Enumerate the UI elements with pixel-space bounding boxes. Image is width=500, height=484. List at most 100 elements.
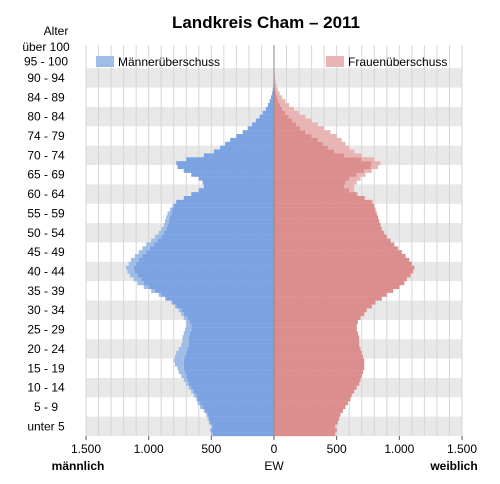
female-bar xyxy=(274,366,365,371)
male-bar xyxy=(186,350,274,355)
female-bar xyxy=(274,296,382,301)
female-bar xyxy=(274,370,363,375)
female-bar xyxy=(274,188,350,193)
male-surplus-bar xyxy=(181,343,189,348)
female-bar xyxy=(274,374,362,379)
female-bar xyxy=(274,242,395,247)
female-bar xyxy=(274,168,365,173)
female-surplus-bar xyxy=(356,172,366,177)
male-bar xyxy=(220,145,274,150)
female-bar xyxy=(274,323,357,328)
female-bar xyxy=(274,137,318,142)
male-bar xyxy=(172,300,274,305)
female-bar xyxy=(274,385,357,390)
male-bar xyxy=(171,211,274,216)
male-bar xyxy=(177,165,274,170)
male-bar xyxy=(148,285,274,290)
x-tick-label: 0 xyxy=(271,442,278,456)
male-bar xyxy=(262,110,274,115)
female-bar xyxy=(274,103,281,108)
female-bar xyxy=(274,254,406,259)
male-bar xyxy=(146,250,274,255)
female-surplus-bar xyxy=(277,95,283,100)
age-label: 95 - 100 xyxy=(24,55,68,69)
female-bar xyxy=(274,238,391,243)
male-surplus-bar xyxy=(137,281,144,286)
female-surplus-bar xyxy=(280,103,290,108)
female-bar xyxy=(274,292,387,297)
male-surplus-bar xyxy=(200,405,203,410)
female-bar xyxy=(274,335,360,340)
female-surplus-bar xyxy=(364,195,366,201)
female-bar xyxy=(274,273,411,278)
male-bar xyxy=(272,91,274,96)
x-tick-label: 1.000 xyxy=(134,442,164,456)
age-label: 70 - 74 xyxy=(27,148,65,162)
male-surplus-bar xyxy=(182,339,189,344)
male-surplus-bar xyxy=(143,285,149,290)
male-bar xyxy=(161,234,274,239)
male-surplus-bar xyxy=(197,401,201,406)
female-bar xyxy=(274,141,323,146)
male-surplus-bar xyxy=(174,362,184,367)
female-bar xyxy=(274,91,276,96)
female-bar xyxy=(274,304,372,309)
male-bar xyxy=(137,273,274,278)
male-bar xyxy=(134,269,274,274)
female-bar xyxy=(274,408,343,413)
male-bar xyxy=(259,114,274,119)
male-bar xyxy=(211,428,274,433)
female-bar xyxy=(274,106,283,111)
male-bar xyxy=(188,339,274,344)
x-tick-label: 1.500 xyxy=(447,442,477,456)
age-label: 10 - 14 xyxy=(27,381,65,395)
female-bar xyxy=(274,432,336,437)
male-bar xyxy=(191,172,274,177)
male-surplus-bar xyxy=(203,408,206,413)
male-surplus-bar xyxy=(163,223,168,228)
female-surplus-bar xyxy=(274,79,276,84)
female-bar xyxy=(274,195,365,201)
age-label: unter 5 xyxy=(27,419,65,433)
legend-swatch-male-surplus xyxy=(96,56,114,67)
male-bar xyxy=(185,354,274,359)
female-bar xyxy=(274,300,376,305)
female-surplus-bar xyxy=(295,122,318,127)
female-bar xyxy=(274,161,372,166)
male-bar xyxy=(191,385,274,390)
x-tick-label: 1.000 xyxy=(384,442,414,456)
male-bar xyxy=(203,153,274,158)
male-surplus-bar xyxy=(208,420,211,425)
female-surplus-bar xyxy=(292,118,312,123)
male-bar xyxy=(161,292,274,297)
x-tick-label: 500 xyxy=(327,442,347,456)
female-surplus-bar xyxy=(311,134,337,139)
male-bar xyxy=(207,412,274,417)
female-surplus-bar xyxy=(361,157,375,162)
female-bar xyxy=(274,176,350,181)
female-surplus-bar xyxy=(322,141,346,146)
male-bar xyxy=(225,141,274,146)
female-bar xyxy=(274,331,358,336)
age-label: 55 - 59 xyxy=(27,206,65,220)
age-label: 90 - 94 xyxy=(27,71,65,85)
female-surplus-bar xyxy=(300,126,325,131)
female-bar xyxy=(274,381,360,386)
male-bar xyxy=(149,246,274,251)
age-label: 25 - 29 xyxy=(27,323,65,337)
female-bar xyxy=(274,416,340,421)
male-bar xyxy=(143,281,274,286)
male-bar xyxy=(141,277,274,282)
x-tick-label: 1.500 xyxy=(71,442,101,456)
female-bar xyxy=(274,223,381,228)
male-bar xyxy=(196,393,274,398)
male-bar xyxy=(190,331,274,336)
male-bar xyxy=(202,405,274,410)
male-bar xyxy=(198,188,274,193)
female-bar xyxy=(274,149,335,154)
male-bar xyxy=(181,308,274,313)
male-bar xyxy=(197,397,274,402)
female-surplus-bar xyxy=(364,168,372,173)
female-surplus-bar xyxy=(278,99,286,104)
female-bar xyxy=(274,157,362,162)
